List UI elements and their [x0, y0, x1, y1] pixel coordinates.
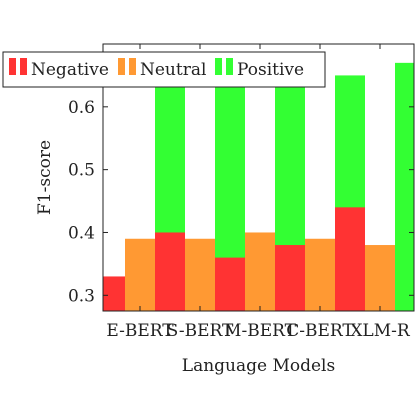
bar-positive-xlm-r	[395, 62, 414, 311]
legend-swatch-positive	[215, 58, 222, 75]
x-tick-label-s-bert: S-BERT	[167, 321, 234, 341]
legend-swatch-neutral	[118, 58, 125, 75]
y-ticks: 0.3 0.4 0.5 0.6	[68, 98, 414, 306]
legend-label-neutral: Neutral	[140, 60, 206, 80]
x-axis-label: Language Models	[182, 356, 335, 376]
legend-swatch-negative-2	[20, 58, 27, 75]
legend-swatch-neutral-2	[129, 58, 136, 75]
legend: Negative Neutral Positive	[2, 51, 326, 88]
legend-label-negative: Negative	[31, 60, 109, 80]
legend-box	[2, 51, 326, 88]
y-tick-label: 0.4	[68, 223, 95, 243]
x-tick-label-c-bert: C-BERT	[286, 321, 354, 341]
y-tick-label: 0.5	[68, 161, 95, 181]
legend-swatch-negative	[9, 58, 16, 75]
y-tick-label: 0.6	[68, 98, 95, 118]
bar-neutral-s-bert	[185, 238, 215, 311]
bar-negative-s-bert	[155, 232, 185, 311]
x-tick-label-e-bert: E-BERT	[106, 321, 174, 341]
x-tick-label-m-bert: M-BERT	[224, 321, 297, 341]
plot-frame	[102, 43, 415, 312]
bar-neutral-e-bert	[125, 238, 155, 311]
bar-neutral-xlm-r	[365, 245, 395, 311]
x-tick-label-xlm-r: XLM-R	[350, 321, 411, 341]
bar-negative-m-bert	[215, 257, 245, 311]
bar-negative-e-bert	[103, 276, 125, 311]
bar-negative-c-bert	[275, 245, 305, 311]
legend-label-positive: Positive	[237, 60, 304, 80]
bars-layer	[103, 62, 414, 311]
bar-neutral-m-bert	[245, 232, 275, 311]
y-tick-label: 0.3	[68, 286, 95, 306]
bar-neutral-c-bert	[305, 238, 335, 311]
legend-swatch-positive-2	[226, 58, 233, 75]
bar-negative-xlm-r	[335, 207, 365, 311]
y-axis-label: F1-score	[35, 140, 55, 215]
